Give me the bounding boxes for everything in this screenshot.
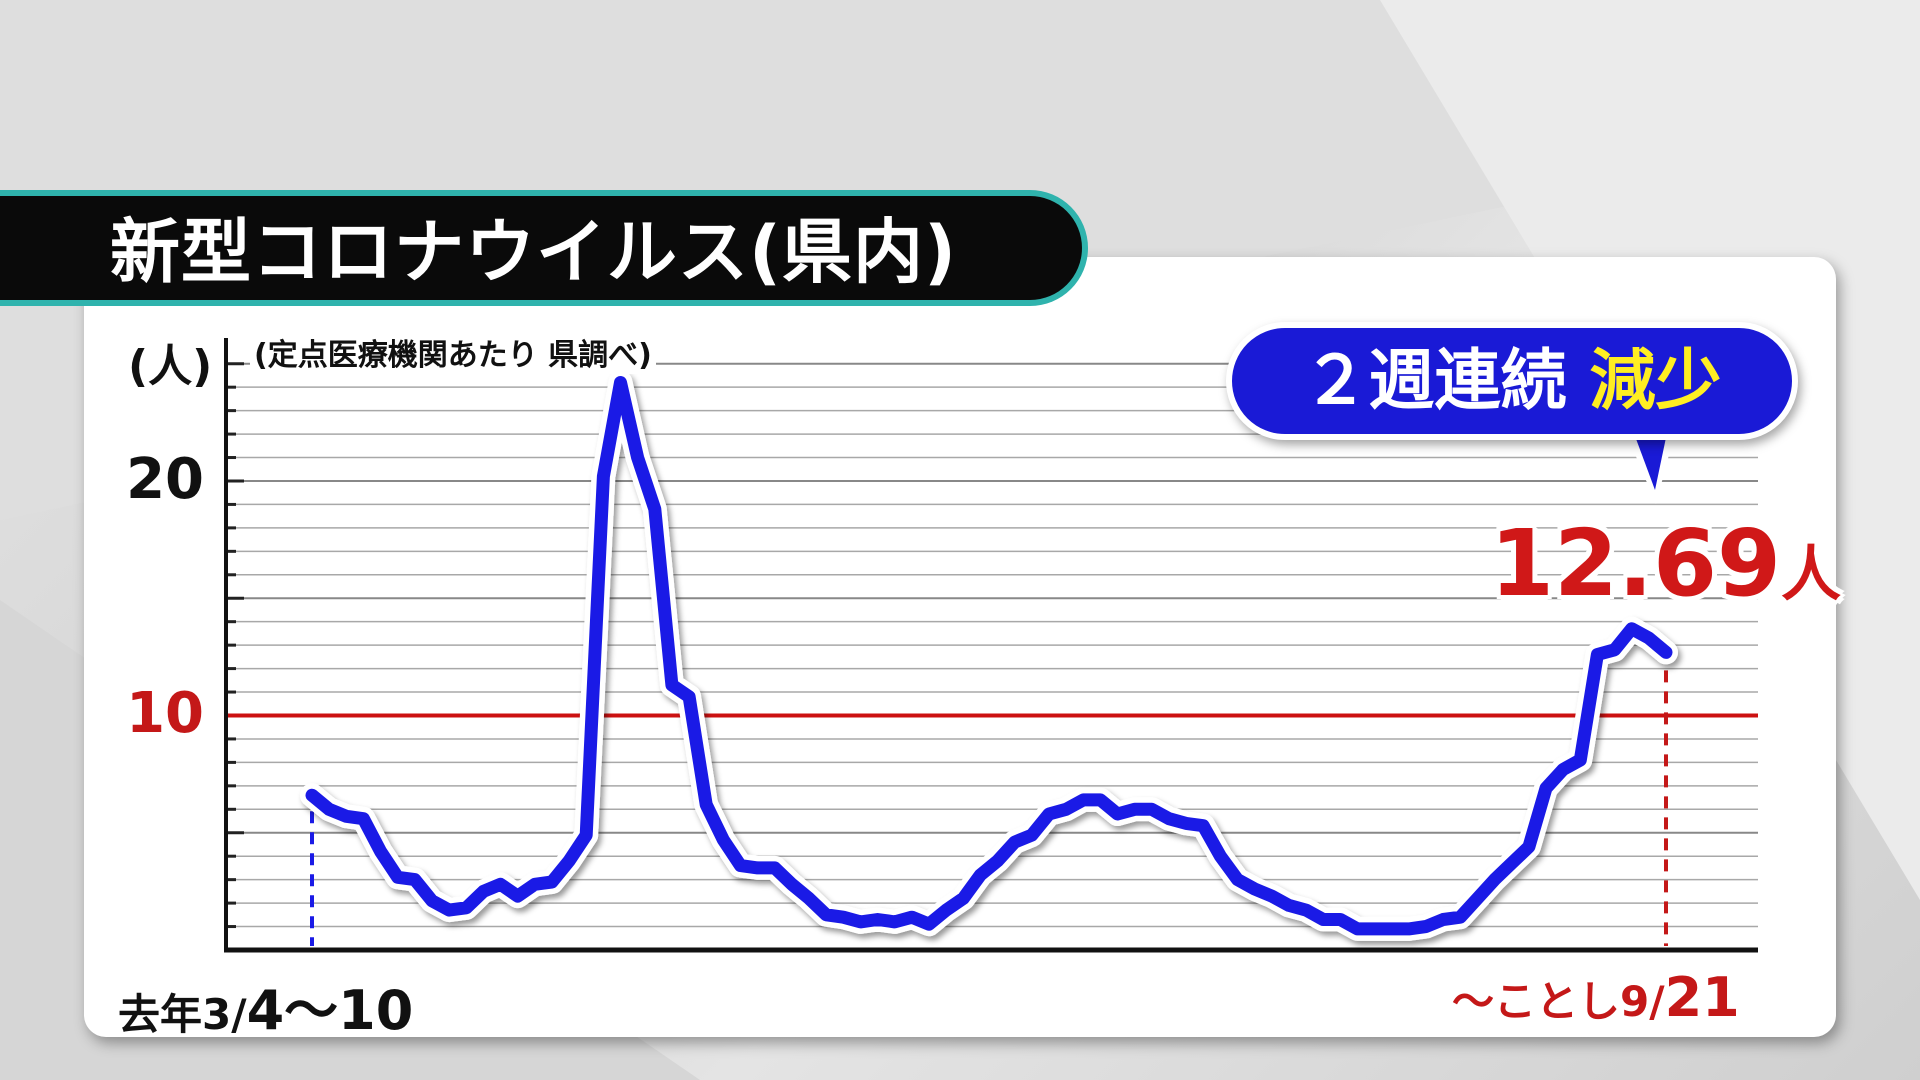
x-end-main: 21 <box>1664 966 1740 1029</box>
bubble-prefix: ２週連続 <box>1302 342 1567 419</box>
chart-title: 新型コロナウイルス(県内) <box>110 211 957 293</box>
x-end-label: 〜ことし9/21 <box>1452 966 1740 1029</box>
y-unit-label: (人) <box>128 341 213 392</box>
latest-value-unit: 人 <box>1781 540 1842 610</box>
source-note: (定点医療機関あたり 県調べ) <box>250 330 656 374</box>
series-line <box>305 376 1673 936</box>
x-start-label: 去年3/4〜10 <box>118 966 413 1045</box>
bubble-highlight: 減少 <box>1589 342 1722 419</box>
x-end-prefix: 〜ことし9/ <box>1452 977 1665 1026</box>
latest-value: 12.69 <box>1490 510 1782 617</box>
trend-bubble: ２週連続 減少 <box>1226 322 1798 440</box>
x-start-main: 4〜10 <box>246 979 414 1042</box>
x-start-prefix: 去年3/ <box>118 990 247 1039</box>
latest-value-callout: 12.69人 <box>1490 510 1841 617</box>
series-line-outline <box>300 370 1678 941</box>
y-tick-label: 20 <box>126 446 204 512</box>
bubble-tail <box>1624 428 1676 504</box>
title-bar: 新型コロナウイルス(県内) <box>0 190 1088 306</box>
y-tick-label: 10 <box>126 681 204 747</box>
